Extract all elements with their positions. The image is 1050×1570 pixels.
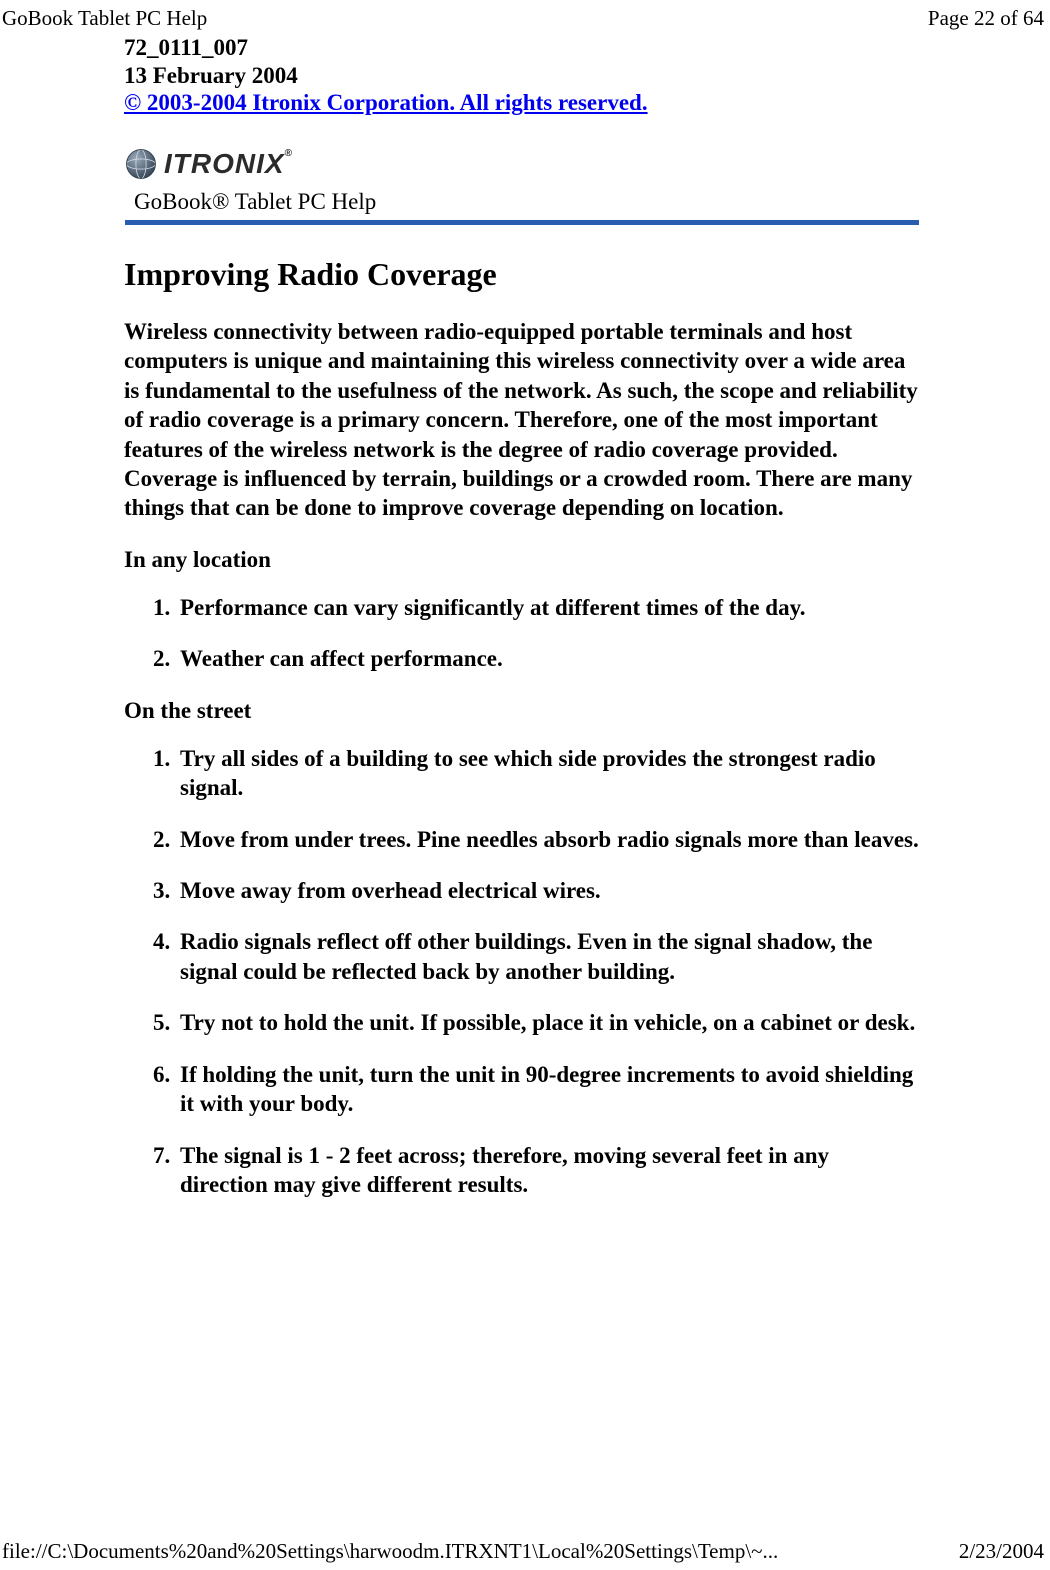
- subsection-on-street: On the street: [124, 698, 920, 724]
- list-item: The signal is 1 - 2 feet across; therefo…: [176, 1141, 920, 1200]
- logo-cell: ITRONIX®: [124, 141, 920, 185]
- header-right: Page 22 of 64: [928, 6, 1044, 31]
- list-item: If holding the unit, turn the unit in 90…: [176, 1060, 920, 1119]
- logo-table: ITRONIX® GoBook® Tablet PC Help: [124, 141, 920, 226]
- subsection-any-location: In any location: [124, 547, 920, 573]
- logo-wordmark: ITRONIX®: [164, 148, 293, 180]
- rule-cell: [124, 219, 920, 226]
- page: GoBook Tablet PC Help Page 22 of 64 72_0…: [0, 0, 1050, 1570]
- header-left: GoBook Tablet PC Help: [2, 6, 207, 31]
- logo: ITRONIX®: [124, 147, 920, 181]
- footer-right: 2/23/2004: [959, 1539, 1044, 1564]
- list-item: Move from under trees. Pine needles abso…: [176, 825, 920, 854]
- globe-icon: [124, 147, 158, 181]
- logo-subtitle: GoBook® Tablet PC Help: [124, 185, 920, 219]
- logo-reg: ®: [285, 148, 293, 159]
- divider: [125, 220, 919, 225]
- list-item: Radio signals reflect off other building…: [176, 927, 920, 986]
- list-item: Try not to hold the unit. If possible, p…: [176, 1008, 920, 1037]
- doc-number: 72_0111_007: [124, 34, 920, 62]
- list-any-location: Performance can vary significantly at di…: [124, 593, 920, 674]
- list-item: Weather can affect performance.: [176, 644, 920, 673]
- content-area: 72_0111_007 13 February 2004 © 2003-2004…: [124, 34, 920, 1224]
- doc-date: 13 February 2004: [124, 62, 920, 90]
- list-item: Move away from overhead electrical wires…: [176, 876, 920, 905]
- list-item: Try all sides of a building to see which…: [176, 744, 920, 803]
- intro-paragraph: Wireless connectivity between radio-equi…: [124, 317, 920, 523]
- logo-text: ITRONIX: [164, 148, 285, 179]
- list-item: Performance can vary significantly at di…: [176, 593, 920, 622]
- list-on-street: Try all sides of a building to see which…: [124, 744, 920, 1200]
- copyright-link[interactable]: © 2003-2004 Itronix Corporation. All rig…: [124, 90, 648, 115]
- section-title: Improving Radio Coverage: [124, 256, 920, 293]
- footer-left: file://C:\Documents%20and%20Settings\har…: [2, 1539, 778, 1564]
